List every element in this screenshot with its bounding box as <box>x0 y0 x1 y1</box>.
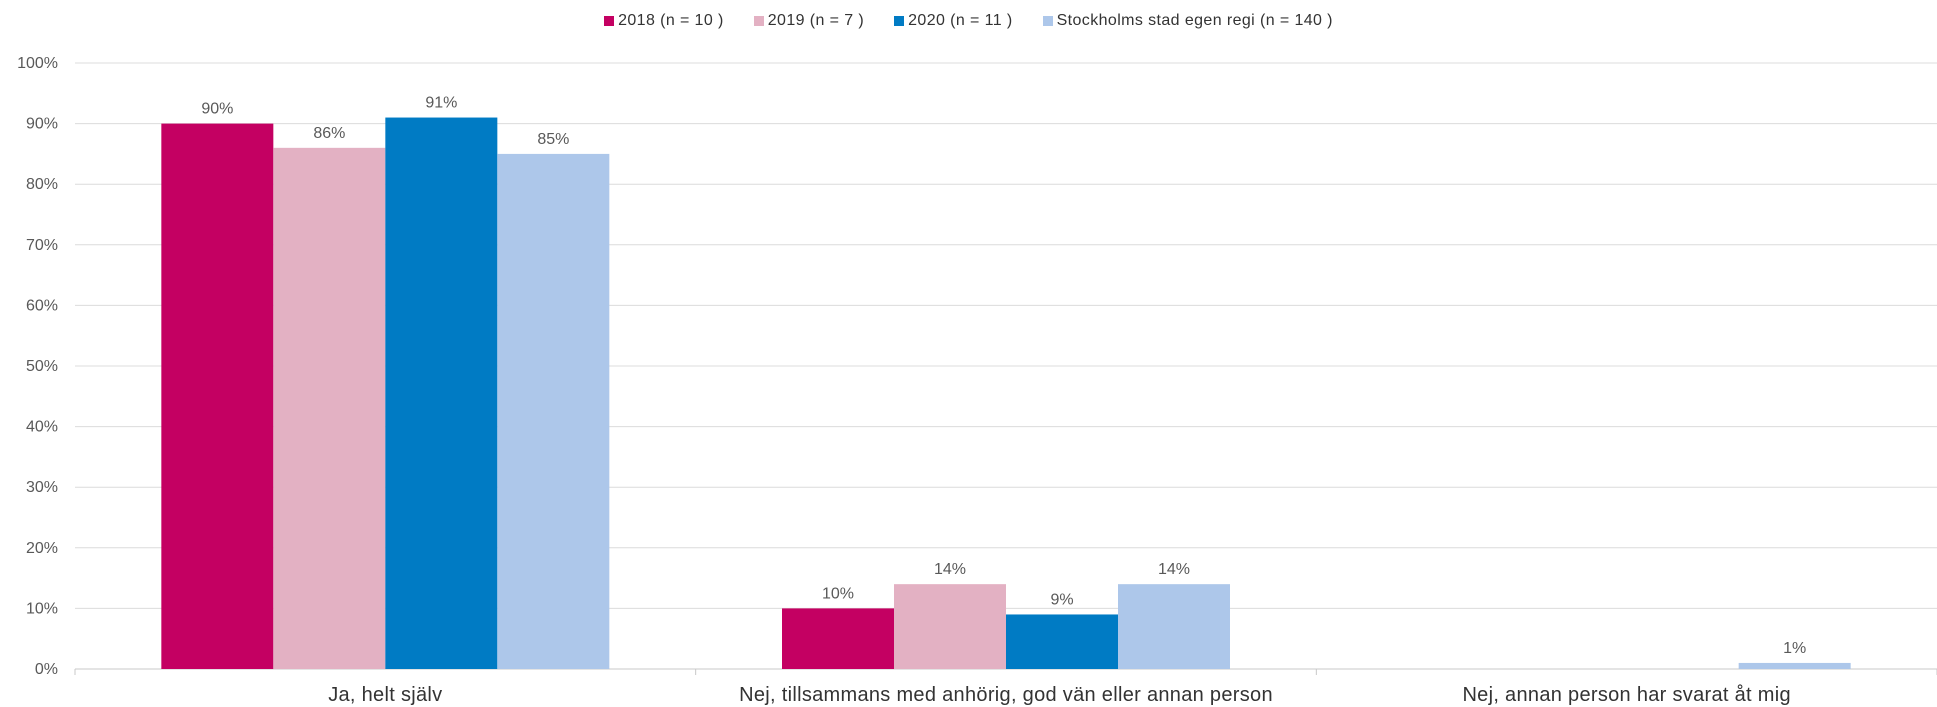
bar <box>1006 614 1118 669</box>
x-category-label: Ja, helt själv <box>328 684 442 706</box>
bar <box>497 153 610 669</box>
legend-swatch-2020 <box>894 16 905 26</box>
y-tick-label: 30% <box>26 479 58 496</box>
y-tick-label: 80% <box>26 176 58 193</box>
bar <box>782 608 894 669</box>
legend-swatch-2019 <box>753 16 764 26</box>
legend-item-2020: 2020 (n = 11 ) <box>894 12 1012 30</box>
y-tick-label: 100% <box>17 55 58 72</box>
legend-label-2020: 2020 (n = 11 ) <box>908 12 1013 29</box>
legend-swatch-stockholm <box>1042 16 1053 26</box>
legend-swatch-2018 <box>604 16 615 26</box>
data-label: 9% <box>1050 591 1073 608</box>
bar <box>273 147 386 670</box>
bar <box>1118 584 1230 669</box>
data-label: 85% <box>537 131 569 148</box>
bar <box>161 123 274 670</box>
legend-item-stockholm: Stockholms stad egen regi (n = 140 ) <box>1042 12 1333 30</box>
y-tick-label: 20% <box>26 540 58 557</box>
data-label: 14% <box>934 561 966 578</box>
chart-legend: 2018 (n = 10 ) 2019 (n = 7 ) 2020 (n = 1… <box>0 12 1937 30</box>
y-tick-label: 70% <box>26 237 58 254</box>
legend-item-2018: 2018 (n = 10 ) <box>604 12 724 30</box>
bar <box>385 117 498 670</box>
data-label: 90% <box>201 101 233 118</box>
bar <box>894 584 1006 669</box>
legend-label-2018: 2018 (n = 10 ) <box>618 12 724 29</box>
y-tick-label: 40% <box>26 419 58 436</box>
bar <box>1738 662 1851 669</box>
legend-item-2019: 2019 (n = 7 ) <box>753 12 865 30</box>
y-tick-label: 0% <box>35 661 58 678</box>
y-tick-label: 10% <box>26 600 58 617</box>
data-label: 14% <box>1158 561 1190 578</box>
data-label: 10% <box>822 585 854 602</box>
x-category-label: Nej, annan person har svarat åt mig <box>1462 684 1790 706</box>
y-tick-label: 90% <box>26 116 58 133</box>
y-tick-label: 50% <box>26 358 58 375</box>
data-label: 86% <box>313 125 345 142</box>
legend-label-stockholm: Stockholms stad egen regi (n = 140 ) <box>1056 12 1333 29</box>
x-category-label: Nej, tillsammans med anhörig, god vän el… <box>739 684 1273 706</box>
y-tick-label: 60% <box>26 297 58 314</box>
legend-label-2019: 2019 (n = 7 ) <box>767 12 865 29</box>
data-label: 91% <box>425 95 457 112</box>
data-label: 1% <box>1783 640 1806 657</box>
